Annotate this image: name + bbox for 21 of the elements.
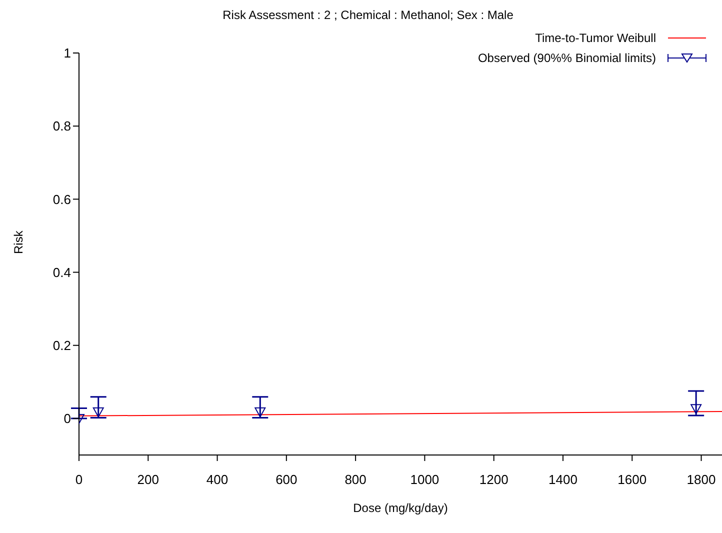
x-axis-title: Dose (mg/kg/day) xyxy=(353,501,448,515)
x-tick-label: 600 xyxy=(276,472,298,488)
x-tick-label: 800 xyxy=(344,472,366,488)
x-tick-label: 1000 xyxy=(410,472,440,488)
x-tick-label: 1600 xyxy=(618,472,647,488)
x-tick-label: 1400 xyxy=(548,472,578,488)
y-tick-label: 0.8 xyxy=(52,118,71,134)
x-tick-label: 1200 xyxy=(479,472,508,488)
x-tick-label: 400 xyxy=(206,472,228,488)
x-tick-label: 200 xyxy=(137,472,159,488)
y-axis-title: Risk xyxy=(11,230,26,254)
y-tick-label: 0.2 xyxy=(52,338,71,353)
legend-label: Observed (90%% Binomial limits) xyxy=(478,51,656,65)
x-tick-label: 1800 xyxy=(686,472,716,488)
y-tick-label: 1 xyxy=(64,46,71,61)
y-tick-label: 0 xyxy=(64,411,71,426)
x-tick-label: 0 xyxy=(75,472,83,488)
legend-label: Time-to-Tumor Weibull xyxy=(535,31,656,45)
chart-title: Risk Assessment : 2 ; Chemical : Methanol; Sex : Male xyxy=(222,8,514,22)
y-tick-label: 0.6 xyxy=(52,192,71,207)
y-tick-label: 0.4 xyxy=(52,264,71,280)
